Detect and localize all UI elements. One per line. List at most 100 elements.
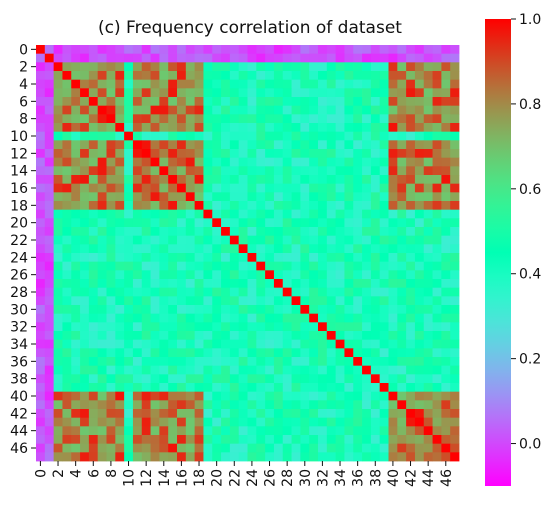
heatmap-cell	[115, 227, 125, 237]
heatmap-cell	[432, 313, 442, 323]
heatmap-cell	[203, 149, 213, 159]
heatmap-cell	[441, 365, 451, 375]
heatmap-cell	[265, 53, 275, 63]
heatmap-cell	[397, 296, 407, 306]
heatmap-cell	[318, 383, 328, 393]
heatmap-cell	[115, 105, 125, 115]
heatmap-cell	[406, 322, 416, 332]
heatmap-cell	[62, 114, 72, 124]
heatmap-cell	[406, 365, 416, 375]
heatmap-cell	[150, 97, 160, 107]
heatmap-cell	[150, 452, 160, 462]
heatmap-cell	[406, 227, 416, 237]
heatmap-cell	[106, 357, 116, 367]
heatmap-cell	[406, 183, 416, 193]
heatmap-cell	[326, 452, 337, 462]
heatmap-cell	[44, 348, 55, 358]
heatmap-cell	[370, 313, 381, 323]
heatmap-cell	[282, 331, 292, 341]
heatmap-cell	[150, 435, 160, 445]
heatmap-cell	[326, 131, 337, 141]
heatmap-cell	[124, 227, 134, 237]
heatmap-cell	[450, 357, 460, 367]
heatmap-cell	[273, 149, 284, 159]
heatmap-cell	[229, 209, 240, 219]
heatmap-cell	[221, 279, 231, 289]
heatmap-cell	[379, 279, 389, 289]
heatmap-cell	[44, 227, 55, 237]
heatmap-cell	[379, 374, 389, 384]
heatmap-cell	[71, 270, 81, 280]
heatmap-cell	[71, 435, 81, 445]
heatmap-cell	[238, 305, 248, 315]
heatmap-cell	[265, 374, 275, 384]
heatmap-cell	[106, 227, 116, 237]
heatmap-cell	[441, 305, 451, 315]
heatmap-cell	[344, 131, 354, 141]
heatmap-cell	[212, 279, 222, 289]
heatmap-cell	[318, 166, 328, 176]
heatmap-cell	[71, 409, 81, 419]
heatmap-cell	[88, 123, 99, 133]
heatmap-cell	[273, 261, 284, 271]
heatmap-cell	[229, 383, 240, 393]
heatmap-cell	[291, 131, 301, 141]
heatmap-cell	[362, 374, 372, 384]
heatmap-cell	[247, 114, 257, 124]
heatmap-cell	[229, 279, 240, 289]
heatmap-cell	[88, 365, 99, 375]
heatmap-cell	[273, 357, 284, 367]
heatmap-cell	[168, 192, 178, 202]
heatmap-cell	[203, 183, 213, 193]
heatmap-cell	[124, 149, 134, 159]
heatmap-cell	[247, 331, 257, 341]
heatmap-cell	[335, 435, 345, 445]
heatmap-cell	[36, 331, 46, 341]
heatmap-cell	[370, 88, 381, 98]
heatmap-cell	[203, 261, 213, 271]
heatmap-cell	[423, 183, 433, 193]
heatmap-cell	[309, 365, 319, 375]
heatmap-cell	[441, 71, 451, 81]
heatmap-cell	[62, 374, 72, 384]
heatmap-cell	[53, 227, 63, 237]
heatmap-cell	[300, 183, 310, 193]
heatmap-cell	[318, 374, 328, 384]
heatmap-cell	[88, 227, 99, 237]
heatmap-cell	[318, 123, 328, 133]
heatmap-cell	[177, 261, 187, 271]
heatmap-cell	[97, 443, 107, 453]
heatmap-cell	[97, 296, 107, 306]
heatmap-cell	[212, 331, 222, 341]
heatmap-cell	[168, 235, 178, 245]
heatmap-cell	[36, 105, 46, 115]
heatmap-cell	[221, 348, 231, 358]
heatmap-cell	[62, 123, 72, 133]
heatmap-cell	[194, 305, 204, 315]
heatmap-cell	[256, 253, 266, 263]
heatmap-cell	[300, 435, 310, 445]
heatmap-cell	[115, 53, 125, 63]
heatmap-cell	[441, 296, 451, 306]
heatmap-cell	[106, 235, 116, 245]
heatmap-cell	[212, 435, 222, 445]
heatmap-cell	[441, 166, 451, 176]
heatmap-cell	[80, 192, 90, 202]
heatmap-cell	[362, 114, 372, 124]
heatmap-cell	[115, 374, 125, 384]
heatmap-cell	[432, 192, 442, 202]
column-tick-label: 2	[51, 469, 67, 478]
heatmap-cell	[282, 227, 292, 237]
heatmap-cell	[71, 123, 81, 133]
heatmap-cell	[256, 166, 266, 176]
heatmap-cell	[221, 322, 231, 332]
heatmap-cell	[432, 443, 442, 453]
heatmap-cell	[406, 45, 416, 55]
heatmap-cell	[212, 270, 222, 280]
heatmap-cell	[115, 235, 125, 245]
heatmap-cell	[273, 53, 284, 63]
heatmap-cell	[106, 175, 116, 185]
heatmap-cell	[318, 452, 328, 462]
heatmap-cell	[309, 149, 319, 159]
heatmap-cell	[88, 322, 99, 332]
